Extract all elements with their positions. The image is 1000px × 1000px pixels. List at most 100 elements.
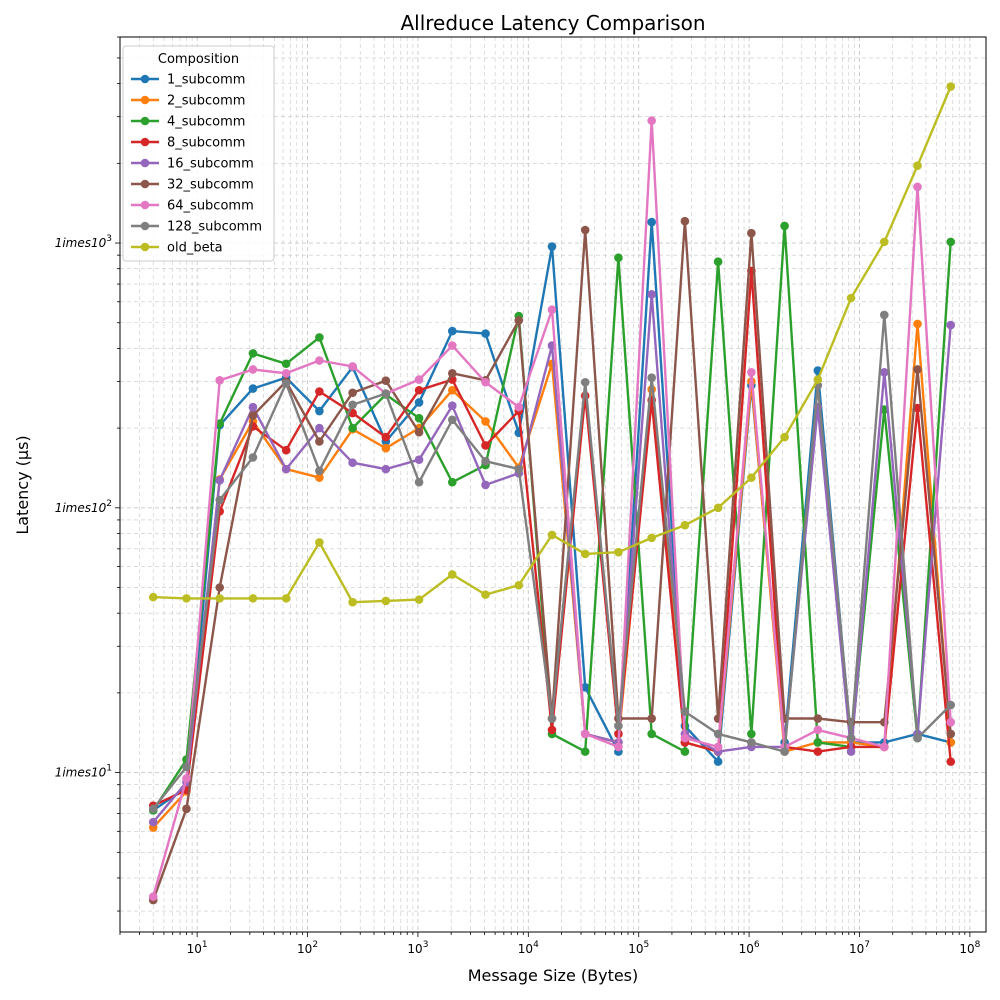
data-point (182, 804, 191, 814)
legend-box (122, 45, 275, 262)
x-tick-label: 106 (739, 940, 760, 956)
x-tick-label: 108 (959, 940, 980, 956)
data-point (215, 594, 224, 603)
legend-swatch-marker (140, 200, 150, 210)
series-lines (148, 82, 956, 905)
data-point (713, 757, 723, 766)
data-point (780, 221, 789, 231)
y-tick-label: 1imes102 (55, 499, 112, 515)
legend-swatch-marker (140, 158, 150, 168)
data-point (281, 359, 291, 369)
chart-title: Allreduce Latency Comparison (400, 11, 705, 35)
data-point (348, 458, 357, 468)
axis-ticks: 101 102 103 104 105 106 107 1081imes1011imes102… (55, 36, 981, 956)
data-point (946, 729, 956, 739)
data-point (481, 329, 490, 338)
legend-entry: 4_subcomm (131, 115, 245, 130)
plot-frame (119, 36, 987, 933)
data-point (281, 445, 291, 455)
legend-swatch-marker (140, 221, 150, 231)
data-point (248, 349, 258, 358)
data-point (281, 594, 291, 603)
x-tick-label: 107 (849, 940, 870, 956)
data-point (879, 717, 889, 727)
x-tick-label-base: 10 (297, 942, 312, 956)
data-point (813, 375, 823, 384)
data-point (414, 413, 424, 423)
y-tick-label: 1imes103 (55, 234, 112, 250)
data-point (248, 411, 258, 420)
x-tick-label: 101 (187, 940, 208, 956)
data-point (381, 376, 391, 386)
legend-label: 2_subcomm (167, 94, 245, 109)
x-tick-label: 102 (297, 940, 318, 956)
data-point (813, 738, 823, 747)
legend-label: 8_subcomm (167, 136, 245, 151)
data-point (514, 464, 524, 474)
data-point (780, 747, 789, 756)
data-point (614, 742, 623, 752)
data-point (647, 714, 656, 723)
legend-label: 4_subcomm (167, 115, 245, 130)
data-point (747, 473, 756, 482)
legend-label: 64_subcomm (167, 199, 254, 214)
data-point (348, 388, 357, 398)
data-point (315, 423, 324, 433)
data-point (913, 182, 922, 192)
data-point (381, 464, 391, 474)
y-tick-label-exponent: 1 (106, 764, 112, 774)
x-tick-label-base: 10 (187, 942, 202, 956)
data-point (647, 533, 656, 543)
data-point (680, 216, 690, 226)
data-point (381, 596, 391, 606)
data-point (182, 774, 191, 783)
data-point (747, 367, 756, 377)
y-tick-label: 1imes101 (55, 764, 112, 780)
x-tick-label-exponent: 5 (643, 940, 649, 950)
data-point (315, 466, 324, 476)
y-tick-label-base: 1imes10 (55, 766, 107, 780)
data-point (182, 594, 191, 603)
x-tick-label-exponent: 7 (864, 940, 870, 950)
x-tick-label-exponent: 6 (754, 940, 760, 950)
data-point (414, 595, 424, 604)
data-point (580, 747, 590, 756)
data-point (481, 456, 490, 466)
data-point (680, 747, 690, 756)
data-point (647, 290, 656, 299)
data-point (680, 733, 690, 743)
data-point (414, 385, 424, 395)
data-point (813, 725, 823, 735)
data-point (447, 570, 457, 579)
data-point (713, 742, 723, 752)
data-point (481, 417, 490, 426)
data-point (414, 427, 424, 437)
data-point (514, 580, 524, 590)
x-tick-label-exponent: 8 (975, 940, 981, 950)
data-point (813, 747, 823, 756)
data-point (414, 477, 424, 487)
data-point (514, 316, 524, 325)
data-point (315, 406, 324, 416)
data-point (614, 253, 623, 263)
data-point (747, 228, 756, 238)
y-tick-label-exponent: 2 (106, 499, 112, 509)
legend-entry: 32_subcomm (131, 178, 254, 193)
data-point (281, 369, 291, 378)
legend-label: 128_subcomm (167, 220, 262, 235)
x-tick-label-base: 10 (628, 942, 643, 956)
data-point (248, 453, 258, 462)
data-point (580, 377, 590, 387)
x-tick-label: 104 (518, 940, 539, 956)
data-point (913, 319, 922, 329)
data-point (614, 721, 623, 731)
data-point (813, 714, 823, 723)
legend-swatch-marker (140, 95, 150, 105)
series-old_beta (148, 82, 956, 607)
data-point (215, 495, 224, 505)
data-point (946, 700, 956, 710)
data-point (946, 757, 956, 766)
data-point (215, 476, 224, 485)
data-point (447, 326, 457, 336)
data-point (514, 402, 524, 412)
